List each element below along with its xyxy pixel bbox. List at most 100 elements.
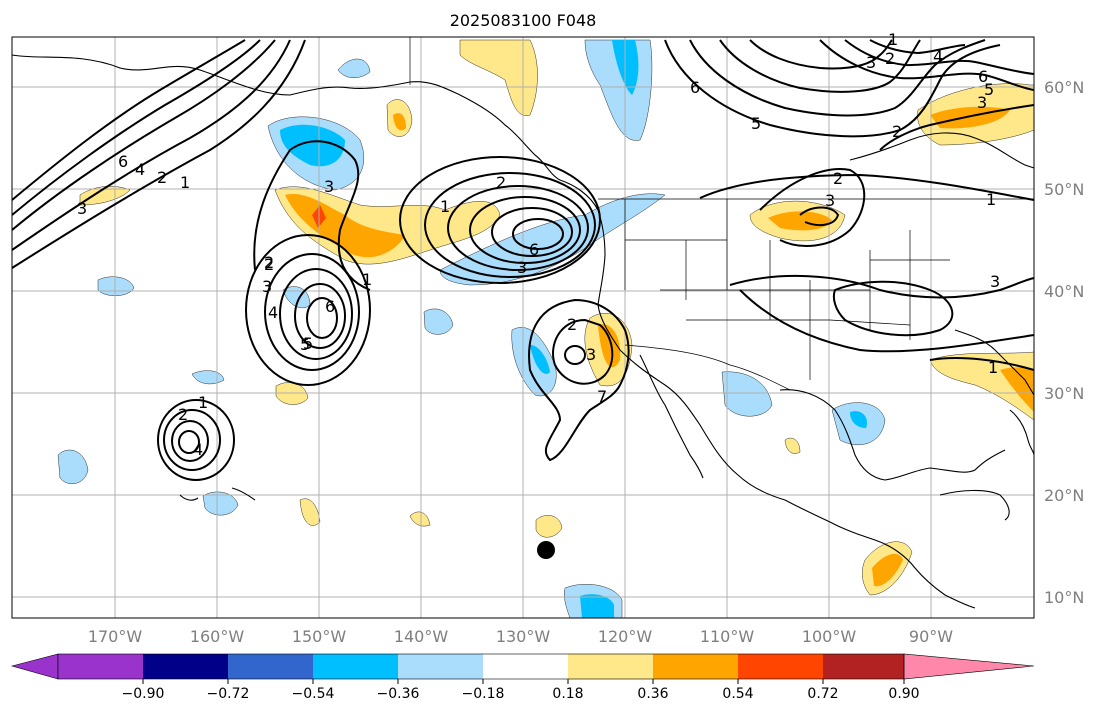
- contour-label: 3: [825, 191, 835, 210]
- contour-line: [664, 39, 1001, 138]
- contour-label: 3: [324, 177, 334, 196]
- colorbar-extend-high: [903, 653, 1035, 680]
- contour-line: [469, 196, 581, 264]
- contour-label: 1: [362, 270, 372, 289]
- colorbar-extend-low: [10, 653, 59, 680]
- contour-label: 2: [178, 405, 188, 424]
- contour-label: 2: [157, 168, 167, 187]
- contour-line: [749, 39, 893, 70]
- contour-label: 3: [77, 199, 87, 218]
- strong-positive-anomaly-area: [598, 324, 621, 368]
- contour-label: 2: [264, 253, 274, 272]
- contour-label: 3: [517, 258, 527, 277]
- contour-line: [729, 274, 1035, 299]
- contour-line: [178, 430, 200, 454]
- contour-line: [869, 39, 966, 55]
- lon-label: 90°W: [909, 627, 953, 646]
- colorbar-segment: [483, 654, 568, 679]
- contour-line: [253, 140, 371, 291]
- negative-anomaly-area: [721, 371, 773, 417]
- colorbar-tick-label: −0.18: [462, 686, 505, 702]
- contour-label: 1: [180, 173, 190, 192]
- political-borders: [409, 37, 1034, 391]
- contour-line: [699, 173, 1035, 201]
- contour-line: [294, 283, 346, 349]
- contour-line: [929, 357, 1035, 371]
- colorbar-tick-label: 0.90: [888, 686, 919, 702]
- positive-anomaly-area: [79, 186, 131, 206]
- gulf-of-mexico-coast: [779, 389, 1006, 481]
- strong-positive-anomaly-area: [285, 194, 405, 258]
- contour-label: 6: [690, 78, 700, 97]
- longitude-labels: 170°W 160°W 150°W 140°W 130°W 120°W 110°…: [88, 627, 953, 646]
- pacific-coastline: [11, 54, 976, 609]
- contour-label: 1: [988, 358, 998, 377]
- lon-label: 160°W: [190, 627, 245, 646]
- contour-line: [11, 39, 291, 251]
- contour-label: 5: [300, 335, 310, 354]
- map-frame: [11, 36, 1035, 619]
- contour-line: [11, 39, 276, 231]
- contour-label: 4: [933, 47, 943, 66]
- colorbar: −0.90 −0.72 −0.54 −0.36 −0.18 0.18 0.36 …: [10, 653, 1035, 702]
- lon-label: 170°W: [88, 627, 143, 646]
- lat-label: 40°N: [1044, 282, 1084, 301]
- contour-line: [11, 39, 306, 269]
- negative-anomaly-area: [57, 449, 89, 485]
- contour-label: 4: [193, 440, 203, 459]
- storm-position-marker: [537, 541, 555, 559]
- contour-line: [264, 253, 360, 371]
- contour-label: 3: [866, 53, 876, 72]
- lat-label: 30°N: [1044, 384, 1084, 403]
- lon-label: 120°W: [598, 627, 653, 646]
- colorbar-tick-label: 0.18: [552, 686, 583, 702]
- contour-label: 5: [751, 114, 761, 133]
- contour-label: 3: [586, 345, 596, 364]
- colorbar-tick-label: 0.72: [807, 686, 838, 702]
- contour-line: [819, 39, 1035, 91]
- negative-anomaly-area: [191, 370, 225, 385]
- strong-negative-anomaly-area: [280, 124, 345, 167]
- contour-line: [739, 289, 1035, 353]
- contour-line: [512, 218, 564, 250]
- colorbar-segment: [313, 654, 398, 679]
- contour-line: [564, 345, 586, 365]
- graticule: [12, 37, 1034, 618]
- contour-line: [799, 206, 840, 227]
- negative-anomaly-area: [202, 491, 239, 516]
- contour-label: 7: [597, 387, 607, 406]
- contour-label: 4: [135, 160, 145, 179]
- contour-label: 4: [268, 303, 278, 322]
- contour-line: [399, 156, 601, 284]
- map-panel: 6 4 2 1 3 2 1 2 6 3 2 3 5 7 2 3 4 6 5 1 …: [11, 30, 1035, 619]
- contour-label: 1: [986, 190, 996, 209]
- contour-label: 1: [198, 393, 208, 412]
- contour-lines: [11, 39, 1035, 481]
- strong-negative-anomaly-area: [850, 411, 868, 428]
- positive-anomaly-area: [459, 39, 538, 116]
- contour-line: [491, 207, 573, 257]
- colorbar-segment: [143, 654, 228, 679]
- strong-positive-anomaly-area: [393, 113, 406, 131]
- lon-label: 150°W: [292, 627, 347, 646]
- strong-negative-anomaly-area: [530, 345, 550, 374]
- contour-label: 2: [264, 255, 274, 274]
- contour-label: 3: [262, 277, 272, 296]
- colorbar-tick-label: −0.36: [377, 686, 420, 702]
- contour-label: 2: [892, 122, 902, 141]
- positive-anomaly-area: [409, 511, 431, 527]
- negative-anomaly-area: [439, 193, 666, 286]
- contour-line: [424, 172, 596, 278]
- contour-label: 5: [303, 334, 313, 353]
- colorbar-segment: [228, 654, 313, 679]
- colorbar-segment: [568, 654, 653, 679]
- contour-label: 2: [885, 49, 895, 68]
- state-borders: [624, 199, 911, 380]
- colorbar-segment: [58, 654, 143, 679]
- contour-label: 6: [325, 297, 335, 316]
- lat-label: 60°N: [1044, 78, 1084, 97]
- lon-label: 140°W: [394, 627, 449, 646]
- contour-label: 3: [977, 93, 987, 112]
- contour-line: [171, 420, 209, 462]
